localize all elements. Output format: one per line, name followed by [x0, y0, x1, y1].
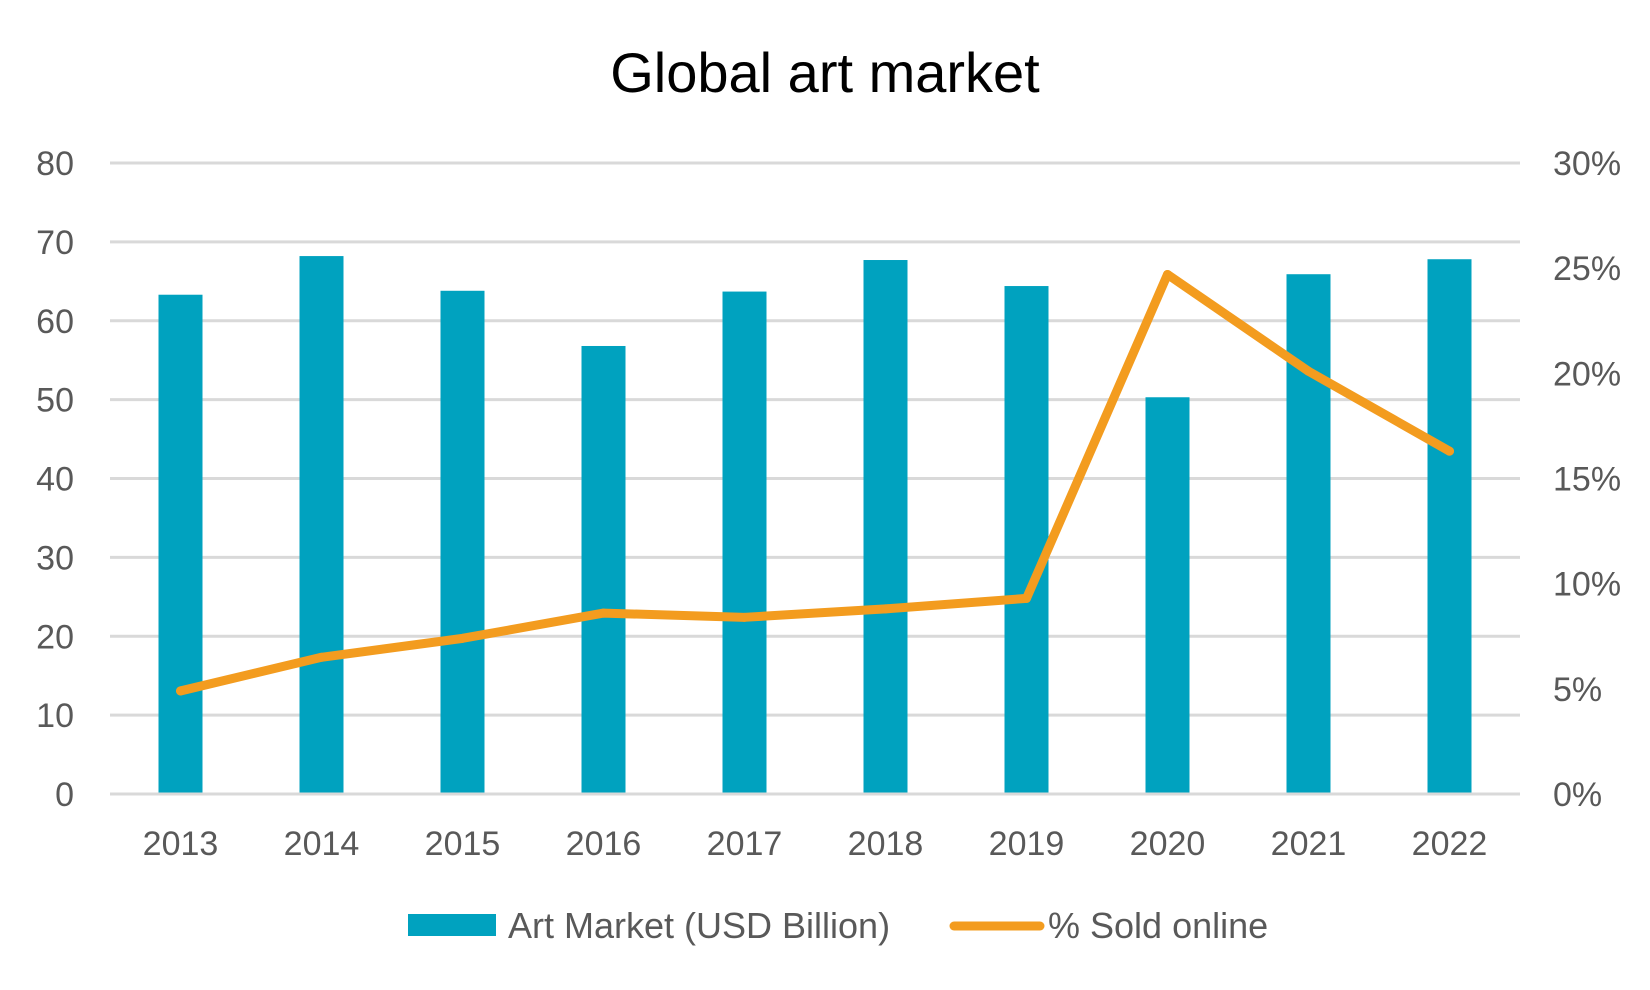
gridlines	[110, 161, 1520, 796]
right-axis: 0% 5% 10% 15% 20% 25% 30%	[1553, 145, 1621, 814]
line-point	[740, 612, 749, 622]
left-axis-tick-label: 10	[36, 697, 74, 735]
right-axis-tick-label: 25%	[1553, 250, 1621, 288]
left-axis-tick-label: 50	[36, 382, 74, 420]
bar	[1286, 274, 1331, 794]
x-axis-tick-label: 2021	[1271, 825, 1347, 863]
left-axis-tick-label: 0	[55, 776, 74, 814]
left-axis: 0 10 20 30 40 50 60 70 80	[36, 145, 74, 814]
right-axis-tick-label: 15%	[1553, 461, 1621, 499]
line-point	[1163, 269, 1172, 279]
x-axis-tick-label: 2016	[566, 825, 642, 863]
bar	[299, 256, 344, 794]
left-axis-tick-label: 40	[36, 461, 74, 499]
line-point	[599, 608, 608, 618]
left-axis-tick-label: 20	[36, 618, 74, 656]
chart-title: Global art market	[610, 41, 1040, 104]
x-axis-tick-label: 2022	[1412, 825, 1488, 863]
right-axis-tick-label: 5%	[1553, 671, 1602, 709]
bar	[158, 294, 203, 794]
right-axis-tick-label: 0%	[1553, 776, 1602, 814]
x-axis-tick-label: 2013	[143, 825, 219, 863]
right-axis-tick-label: 10%	[1553, 566, 1621, 604]
left-axis-tick-label: 70	[36, 224, 74, 262]
x-axis-tick-label: 2017	[707, 825, 783, 863]
left-axis-tick-label: 30	[36, 539, 74, 577]
left-axis-tick-label: 80	[36, 145, 74, 183]
line-point	[1445, 446, 1454, 456]
bar	[1004, 286, 1049, 794]
right-axis-tick-label: 30%	[1553, 145, 1621, 183]
bar	[581, 345, 626, 794]
x-axis-tick-label: 2014	[284, 825, 360, 863]
x-axis-tick-label: 2020	[1130, 825, 1206, 863]
bar	[440, 290, 485, 794]
bar	[863, 260, 908, 794]
line-series	[176, 269, 1454, 696]
x-axis-tick-label: 2018	[848, 825, 924, 863]
line-point	[881, 604, 890, 614]
bar	[1427, 259, 1472, 794]
x-axis-tick-label: 2019	[989, 825, 1065, 863]
line-sold-online	[176, 269, 1454, 696]
x-axis: 2013 2014 2015 2016 2017 2018 2019 2020 2021 2022	[110, 792, 1520, 863]
line-point	[458, 633, 467, 643]
right-axis-tick-label: 20%	[1553, 355, 1621, 393]
x-axis-tick-label: 2015	[425, 825, 501, 863]
bar-series	[158, 256, 1472, 794]
line-point	[176, 686, 185, 696]
legend-label-art-market: Art Market (USD Billion)	[508, 905, 890, 946]
line-point	[1304, 366, 1313, 376]
bar	[722, 291, 767, 794]
legend: Art Market (USD Billion) % Sold online	[408, 905, 1268, 946]
bar	[1145, 397, 1190, 794]
left-axis-tick-label: 60	[36, 303, 74, 341]
legend-swatch-art-market	[408, 914, 496, 936]
line-point	[317, 652, 326, 662]
legend-label-sold-online: % Sold online	[1048, 905, 1268, 946]
line-point	[1022, 593, 1031, 603]
